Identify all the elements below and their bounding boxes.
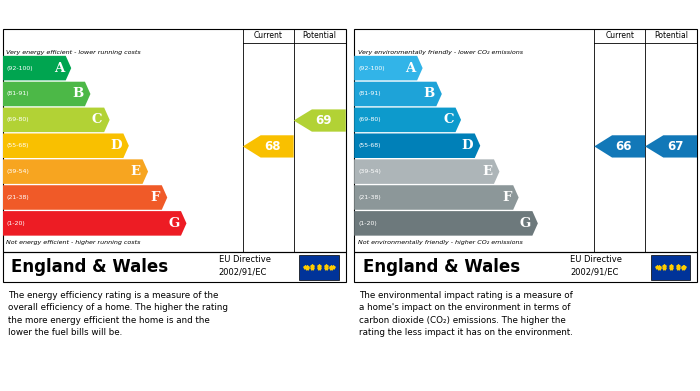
Polygon shape (3, 108, 110, 132)
Text: Environmental Impact (CO₂) Rating: Environmental Impact (CO₂) Rating (359, 8, 606, 22)
Text: Energy Efficiency Rating: Energy Efficiency Rating (8, 8, 180, 22)
Polygon shape (3, 82, 90, 106)
Text: (55-68): (55-68) (358, 143, 381, 148)
Text: B: B (72, 88, 83, 100)
Polygon shape (354, 160, 500, 184)
Polygon shape (354, 185, 519, 210)
Text: (39-54): (39-54) (7, 169, 30, 174)
Polygon shape (354, 133, 480, 158)
Text: D: D (461, 139, 473, 152)
Text: 68: 68 (264, 140, 280, 153)
Polygon shape (3, 160, 148, 184)
Text: F: F (150, 191, 160, 204)
Text: (69-80): (69-80) (358, 117, 381, 122)
Text: The environmental impact rating is a measure of
a home's impact on the environme: The environmental impact rating is a mea… (359, 291, 573, 337)
Text: C: C (92, 113, 102, 126)
FancyBboxPatch shape (651, 255, 690, 280)
Text: C: C (443, 113, 454, 126)
Text: (21-38): (21-38) (358, 195, 381, 200)
Polygon shape (354, 211, 538, 236)
Text: A: A (405, 62, 415, 75)
Text: (69-80): (69-80) (7, 117, 29, 122)
Text: A: A (54, 62, 64, 75)
Text: England & Wales: England & Wales (363, 258, 520, 276)
Text: Not energy efficient - higher running costs: Not energy efficient - higher running co… (6, 240, 141, 245)
Polygon shape (3, 133, 129, 158)
Text: (92-100): (92-100) (358, 66, 385, 71)
Text: England & Wales: England & Wales (11, 258, 169, 276)
Polygon shape (354, 56, 423, 81)
Text: Current: Current (606, 31, 634, 40)
Text: (92-100): (92-100) (7, 66, 34, 71)
Polygon shape (243, 135, 294, 158)
Polygon shape (3, 56, 71, 81)
Polygon shape (3, 211, 186, 236)
Polygon shape (3, 185, 167, 210)
Polygon shape (354, 82, 442, 106)
Polygon shape (294, 109, 346, 132)
Text: (81-91): (81-91) (358, 91, 381, 97)
Text: (21-38): (21-38) (7, 195, 29, 200)
Text: Very energy efficient - lower running costs: Very energy efficient - lower running co… (6, 50, 141, 55)
Text: G: G (519, 217, 531, 230)
Text: 66: 66 (615, 140, 631, 153)
Text: F: F (502, 191, 512, 204)
Polygon shape (645, 135, 697, 158)
Text: (39-54): (39-54) (358, 169, 382, 174)
Text: D: D (110, 139, 122, 152)
Text: E: E (482, 165, 492, 178)
Text: 69: 69 (316, 114, 332, 127)
Text: G: G (168, 217, 179, 230)
FancyBboxPatch shape (300, 255, 339, 280)
Text: Potential: Potential (654, 31, 688, 40)
Text: (55-68): (55-68) (7, 143, 29, 148)
Text: EU Directive
2002/91/EC: EU Directive 2002/91/EC (570, 255, 622, 276)
Text: (1-20): (1-20) (7, 221, 26, 226)
Text: (81-91): (81-91) (7, 91, 29, 97)
Text: Very environmentally friendly - lower CO₂ emissions: Very environmentally friendly - lower CO… (358, 50, 523, 55)
Text: The energy efficiency rating is a measure of the
overall efficiency of a home. T: The energy efficiency rating is a measur… (8, 291, 228, 337)
Text: EU Directive
2002/91/EC: EU Directive 2002/91/EC (219, 255, 271, 276)
Text: 67: 67 (667, 140, 683, 153)
Polygon shape (354, 108, 461, 132)
Text: Current: Current (254, 31, 283, 40)
Text: Potential: Potential (302, 31, 337, 40)
Text: E: E (131, 165, 141, 178)
Text: (1-20): (1-20) (358, 221, 377, 226)
Text: B: B (424, 88, 435, 100)
Text: Not environmentally friendly - higher CO₂ emissions: Not environmentally friendly - higher CO… (358, 240, 522, 245)
Polygon shape (594, 135, 645, 158)
